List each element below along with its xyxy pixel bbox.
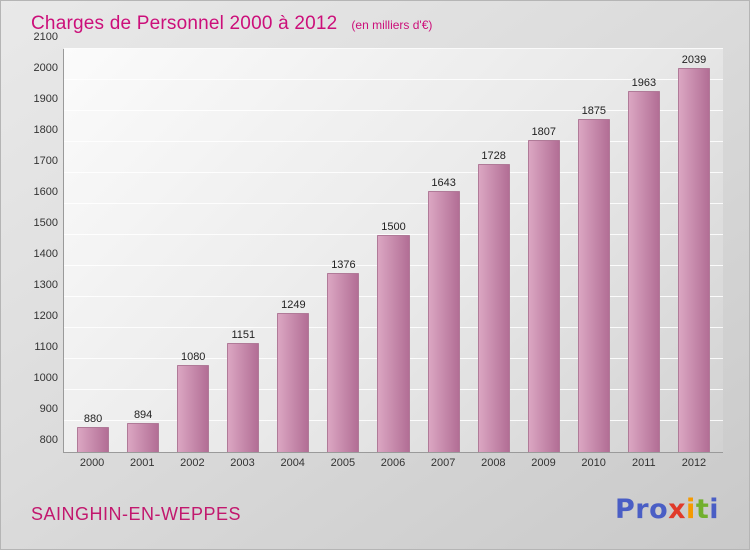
y-tick-label: 2000	[33, 62, 58, 74]
bar-value-label: 1963	[631, 77, 657, 90]
bar	[127, 422, 160, 452]
x-tick-label: 2007	[430, 457, 456, 469]
bar	[627, 91, 660, 452]
bar	[577, 118, 610, 452]
bar-value-label: 894	[133, 408, 153, 421]
y-tick-label: 800	[39, 434, 58, 446]
y-tick-label: 1200	[33, 310, 58, 322]
y-tick-label: 1400	[33, 248, 58, 260]
x-axis: 2000 2001 2002 2003 2004 2005 2006 2007 2008 2009…	[63, 453, 723, 469]
logo-letter: i	[709, 494, 719, 525]
y-tick-label: 1600	[33, 186, 58, 198]
bar	[77, 427, 110, 452]
x-tick-label: 2000	[79, 457, 105, 469]
y-tick-label: 1100	[34, 341, 58, 353]
bar-value-label: 1500	[381, 221, 406, 233]
bar-group: 1643	[419, 49, 469, 452]
bar-group: 1151	[218, 49, 268, 452]
bar	[477, 164, 510, 452]
x-tick-label: 2010	[581, 457, 606, 469]
x-tick-label: 2008	[481, 457, 506, 469]
plot-area: 800 900 1000 1100 1200 1300 1400 1500 1600 1700 18…	[34, 31, 723, 453]
x-tick-label: 2001	[129, 457, 155, 469]
logo-letter: i	[686, 494, 696, 525]
y-tick-label: 2100	[33, 31, 58, 43]
gridline	[64, 141, 723, 142]
bar-value-label: 2039	[681, 53, 707, 66]
bar-group: 1963	[619, 49, 669, 452]
bar-group: 894	[118, 49, 168, 452]
logo-letter: o	[649, 494, 669, 525]
bar-group: 880	[68, 49, 118, 452]
bar-value-label: 1643	[431, 176, 456, 189]
bars-container: 880 894 1080 1151 1249 1376 1500 1643 1728 1807 18…	[64, 49, 723, 452]
x-tick-label: 2009	[531, 457, 556, 469]
x-tick-label: 2003	[230, 457, 255, 469]
y-tick-label: 1500	[33, 217, 58, 229]
bar-value-label: 1807	[531, 125, 556, 138]
x-tick-label: 2011	[631, 457, 656, 469]
bar	[527, 139, 560, 452]
bar-value-label: 1728	[481, 150, 506, 163]
bar	[427, 190, 460, 452]
bar	[327, 273, 360, 452]
logo-letter: t	[695, 494, 710, 525]
x-tick-label: 2006	[380, 457, 406, 469]
chart-header: Charges de Personnel 2000 à 2012 (en mil…	[31, 13, 729, 35]
bar	[277, 312, 310, 452]
bar	[177, 365, 210, 452]
bar-group: 2039	[669, 49, 719, 452]
gridline	[64, 172, 723, 174]
gridline	[64, 110, 723, 111]
bar	[377, 235, 410, 452]
logo-letter: r	[635, 494, 650, 525]
bar-value-label: 1376	[331, 259, 356, 272]
gridline	[64, 234, 723, 235]
bar-value-label: 1875	[581, 104, 607, 117]
bar-group: 1807	[519, 49, 569, 452]
proxiti-logo: Proxiti	[615, 494, 719, 525]
bar-group: 1875	[569, 49, 619, 452]
y-tick-label: 1000	[33, 372, 58, 384]
bar-value-label: 1080	[180, 351, 206, 364]
logo-letter: P	[614, 494, 636, 525]
city-name: SAINGHIN-EN-WEPPES	[31, 504, 242, 524]
bar	[677, 67, 710, 452]
x-tick-label: 2012	[681, 457, 707, 469]
y-tick-label: 1300	[33, 279, 58, 291]
y-tick-label: 1700	[33, 155, 58, 168]
bar-value-label: 880	[83, 413, 103, 426]
gridline	[64, 48, 723, 49]
bar-chart: 800 900 1000 1100 1200 1300 1400 1500 1600 1700 18…	[21, 31, 731, 469]
bar-group: 1249	[268, 49, 318, 452]
y-tick-label: 900	[39, 403, 58, 415]
x-tick-label: 2004	[280, 457, 305, 469]
bar-value-label: 1151	[231, 329, 256, 342]
bar	[227, 343, 260, 452]
bar-value-label: 1249	[281, 298, 306, 311]
x-tick-label: 2005	[330, 457, 356, 469]
gridline	[64, 79, 723, 80]
bar-group: 1376	[318, 49, 368, 452]
bar-group: 1728	[469, 49, 519, 452]
chart-subtitle: (en milliers d'€)	[351, 18, 433, 32]
chart-footer: SAINGHIN-EN-WEPPES Proxiti	[31, 494, 719, 525]
y-tick-label: 1900	[33, 93, 58, 105]
chart-title: Charges de Personnel 2000 à 2012	[31, 13, 338, 34]
y-tick-label: 1800	[33, 124, 58, 136]
bar-group: 1080	[168, 49, 218, 452]
logo-letter: x	[668, 494, 687, 525]
x-tick-label: 2002	[180, 457, 205, 469]
bar-group: 1500	[368, 49, 418, 452]
gridline	[64, 203, 723, 204]
